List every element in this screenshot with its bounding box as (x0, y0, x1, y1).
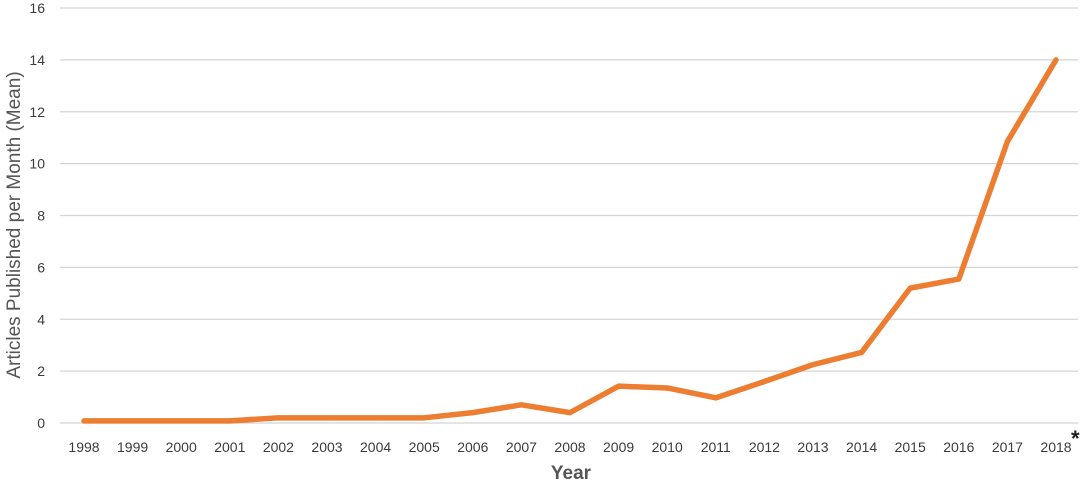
y-tick-label: 6 (37, 259, 45, 275)
data-point (1053, 57, 1059, 63)
x-tick-label: 2002 (263, 439, 294, 455)
x-tick-label: 1998 (68, 439, 99, 455)
x-axis-ticks: 1998 1999 2000 2001 2002 2003 2004 2005 2006 2007… (68, 439, 1071, 455)
x-tick-label: 2016 (943, 439, 974, 455)
y-axis-ticks: 0 2 4 6 8 10 12 14 16 (29, 0, 45, 431)
x-tick-label: 2009 (603, 439, 634, 455)
data-point (227, 418, 233, 424)
x-tick-label: 2010 (652, 439, 683, 455)
x-tick-label: 2015 (895, 439, 926, 455)
data-point (178, 418, 184, 424)
data-point (761, 379, 767, 384)
data-point (859, 349, 865, 355)
y-axis-label: Articles Published per Month (Mean) (4, 71, 25, 378)
data-point (130, 418, 136, 424)
y-tick-label: 12 (29, 104, 45, 120)
x-tick-label: 2008 (554, 439, 585, 455)
data-point (664, 385, 670, 391)
y-tick-label: 14 (29, 52, 45, 68)
x-tick-label: 2012 (749, 439, 780, 455)
x-tick-label: 2001 (214, 439, 245, 455)
y-tick-label: 16 (29, 0, 45, 16)
x-tick-label: 2011 (701, 439, 731, 455)
x-tick-label: 2013 (797, 439, 828, 455)
x-tick-label: 2005 (409, 439, 440, 455)
x-tick-label: 2007 (506, 439, 537, 455)
y-tick-label: 0 (37, 415, 45, 431)
series-line-0 (81, 57, 1059, 424)
data-point (421, 415, 427, 421)
x-tick-label: 1999 (117, 439, 148, 455)
gridlines (60, 7, 1078, 424)
x-tick-label: 2006 (457, 439, 488, 455)
x-axis-label: Year (551, 463, 592, 484)
data-point (907, 285, 913, 291)
data-point (616, 383, 622, 389)
data-point (470, 410, 476, 416)
data-point (518, 402, 524, 408)
x-tick-label: 2000 (166, 439, 197, 455)
y-tick-label: 8 (37, 208, 45, 224)
data-point (713, 395, 719, 401)
x-tick-label: 2004 (360, 439, 391, 455)
x-tick-label: 2017 (992, 439, 1023, 455)
x-tick-label: 2003 (311, 439, 342, 455)
asterisk-note: * (1071, 426, 1080, 451)
data-point (567, 410, 573, 416)
y-tick-label: 2 (37, 363, 45, 379)
y-tick-label: 4 (37, 311, 45, 327)
data-point (956, 276, 962, 282)
x-tick-label: 2014 (846, 439, 877, 455)
y-tick-label: 10 (29, 156, 45, 172)
data-point (81, 418, 87, 424)
data-point (275, 415, 281, 421)
data-point (373, 415, 379, 421)
data-point (1004, 139, 1010, 145)
series-group (81, 57, 1059, 424)
x-tick-label: 2018 (1040, 439, 1071, 455)
data-point (810, 362, 816, 368)
data-point (324, 415, 330, 421)
